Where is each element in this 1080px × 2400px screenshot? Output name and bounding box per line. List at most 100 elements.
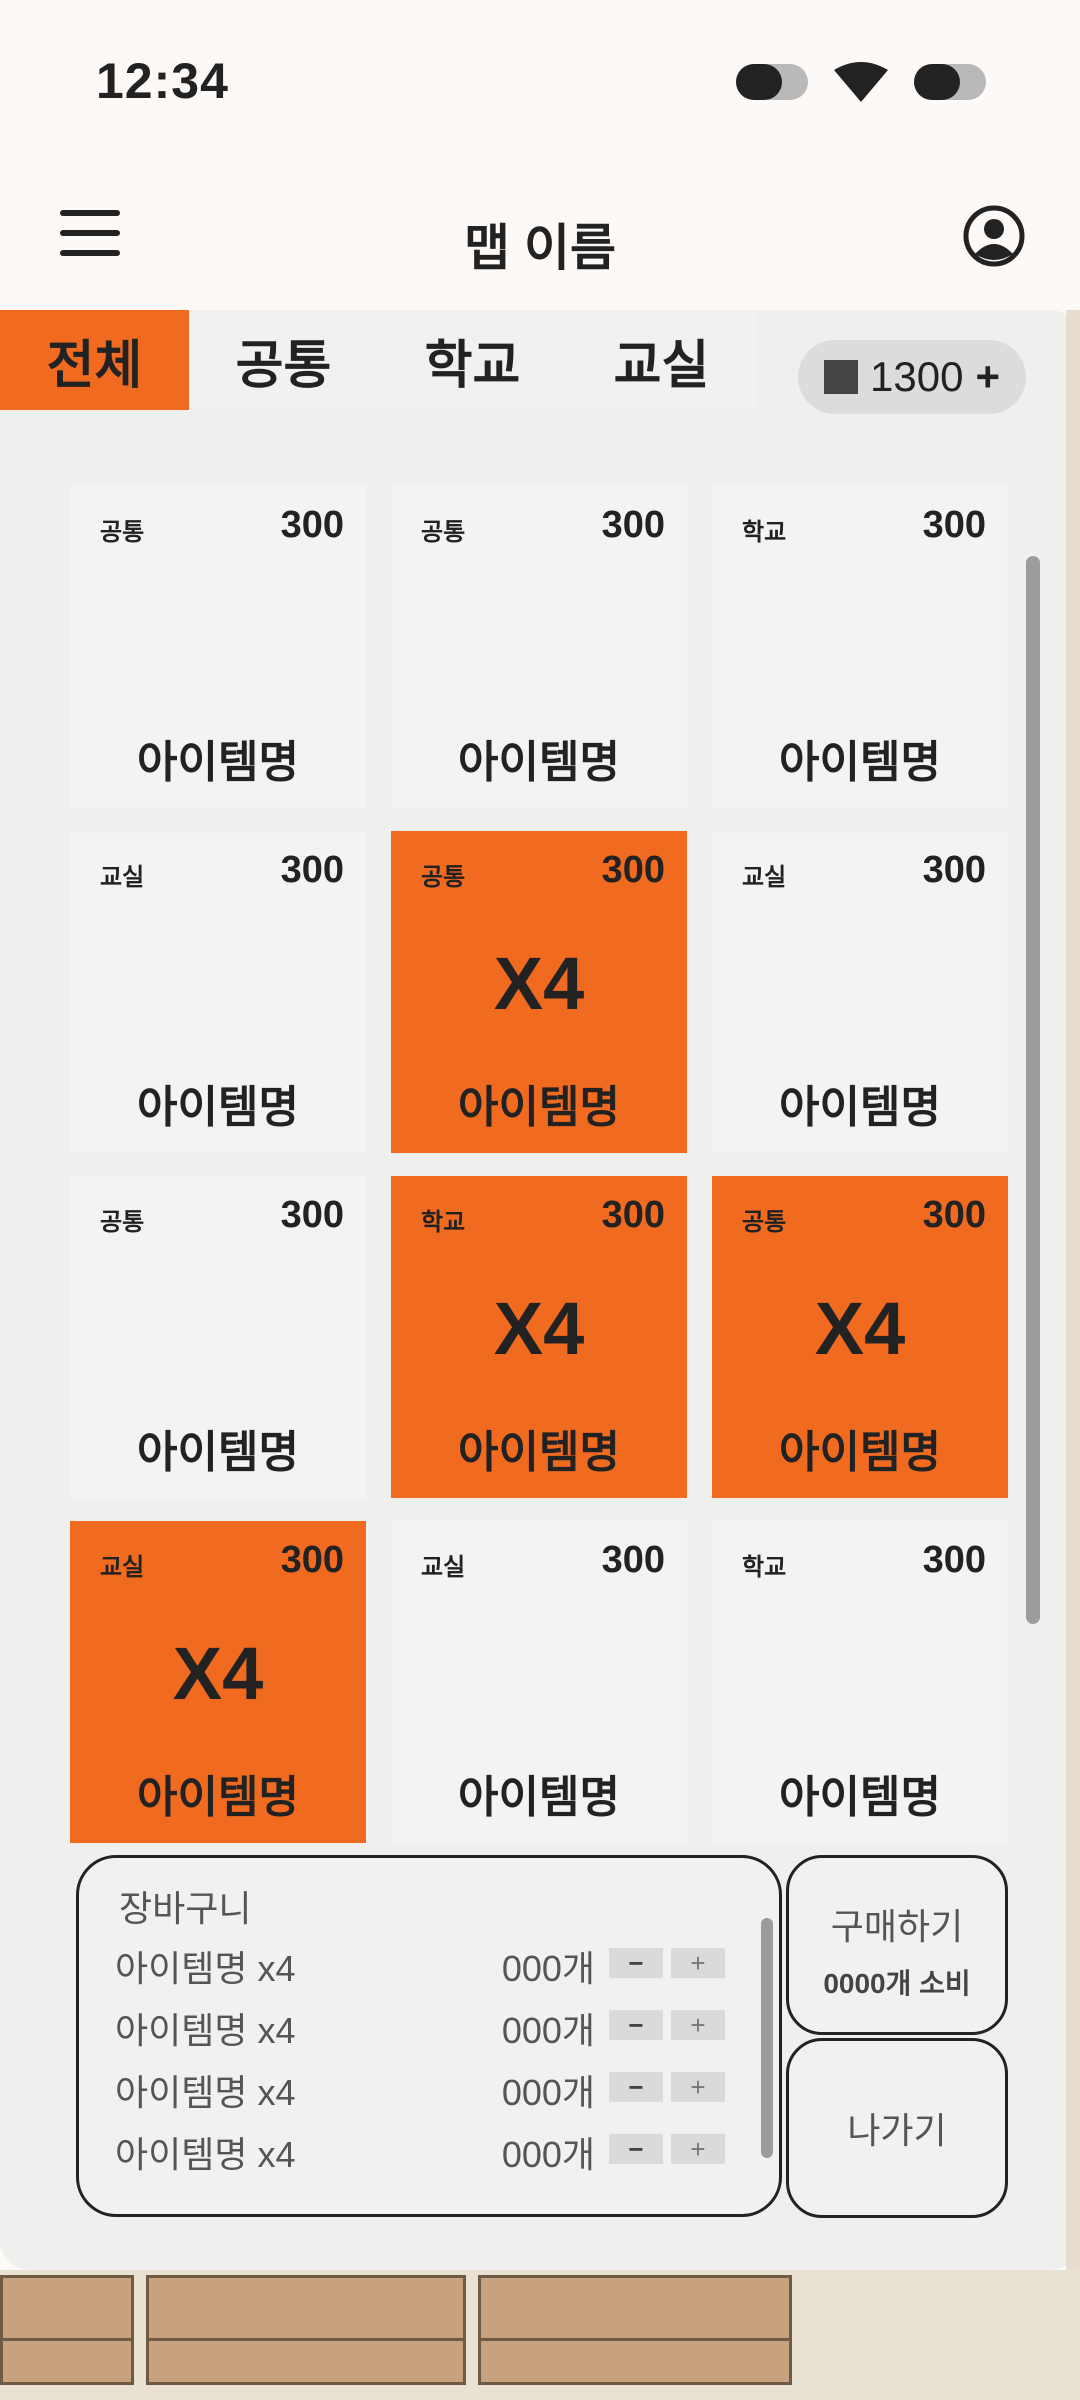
category-tabs: 전체 공통 학교 교실 [0,310,756,410]
item-price: 300 [922,1194,986,1236]
item-name: 아이템명 [137,738,299,787]
item-card[interactable]: 공통 300 아이템명 [70,486,366,808]
battery-toggle-icon [914,64,986,100]
decrease-button[interactable]: − [609,2134,663,2164]
cart-panel: 장바구니 아이템명 x4 000개 − + 아이템명 x4 000개 − + 아… [76,1855,782,2217]
item-card[interactable]: 공통 300 아이템명 [391,486,687,808]
item-category: 교실 [100,864,145,891]
status-bar: 12:34 [0,0,1080,160]
item-category: 교실 [100,1554,145,1581]
item-price: 300 [280,1539,344,1581]
item-name: 아이템명 [779,1773,941,1822]
item-name: 아이템명 [137,1773,299,1822]
tab-classroom[interactable]: 교실 [613,336,710,395]
cart-item-name: 아이템명 x4 [115,2134,296,2175]
cart-item-count: 000개 [501,2010,595,2051]
item-name: 아이템명 [458,738,620,787]
item-card[interactable]: 교실 300 아이템명 [391,1521,687,1843]
purchase-cost: 0000개 소비 [823,1968,971,1999]
item-category: 학교 [742,519,787,546]
item-price: 300 [280,1194,344,1236]
cart-row: 아이템명 x4 000개 − + [115,1936,745,1989]
increase-button[interactable]: + [671,2010,725,2040]
item-price: 300 [922,849,986,891]
item-category: 공통 [421,864,466,891]
cart-scrollbar[interactable] [761,1918,773,2158]
cart-row: 아이템명 x4 000개 − + [115,2060,745,2113]
item-name: 아이템명 [458,1428,620,1477]
item-name: 아이템명 [779,738,941,787]
cart-item-name: 아이템명 x4 [115,2072,296,2113]
item-grid: 공통 300 아이템명 공통 300 아이템명 학교 300 아이템명 교실 300 아이템명 공통 30… [70,486,1008,1843]
item-category: 학교 [742,1554,787,1581]
cart-row: 아이템명 x4 000개 − + [115,1998,745,2051]
menu-icon [60,210,120,216]
toggle-icon [736,64,808,100]
item-quantity: X4 [814,1287,906,1370]
item-category: 교실 [742,864,787,891]
exit-button[interactable]: 나가기 [786,2038,1008,2218]
decrease-button[interactable]: − [609,2010,663,2040]
item-card[interactable]: 교실 300 아이템명 [712,831,1008,1153]
increase-button[interactable]: + [671,2072,725,2102]
add-coins-label: + [975,353,1000,400]
item-category: 공통 [742,1209,787,1236]
decrease-button[interactable]: − [609,2072,663,2102]
cart-title: 장바구니 [119,1888,252,1929]
item-name: 아이템명 [779,1083,941,1132]
cart-row: 아이템명 x4 000개 − + [115,2122,745,2175]
item-card[interactable]: 공통 300 X4 아이템명 [391,831,687,1153]
item-name: 아이템명 [458,1083,620,1132]
item-category: 교실 [421,1554,466,1581]
item-name: 아이템명 [137,1428,299,1477]
item-quantity: X4 [493,1287,585,1370]
cart-item-count: 000개 [501,2134,595,2175]
floor-tile [0,2275,134,2385]
coin-balance[interactable]: 1300 + [798,340,1026,414]
item-card[interactable]: 학교 300 아이템명 [712,1521,1008,1843]
status-icons [736,62,986,102]
item-price: 300 [601,849,665,891]
item-price: 300 [601,1539,665,1581]
item-card[interactable]: 교실 300 아이템명 [70,831,366,1153]
wifi-icon [834,62,888,102]
cart-item-count: 000개 [501,2072,595,2113]
page-title: 맵 이름 [464,220,616,276]
item-price: 300 [280,849,344,891]
item-category: 공통 [100,1209,145,1236]
floor-tile [478,2275,792,2385]
item-price: 300 [922,504,986,546]
item-price: 300 [601,1194,665,1236]
purchase-button[interactable]: 구매하기 0000개 소비 [786,1855,1008,2035]
tab-school[interactable]: 학교 [424,336,521,395]
profile-icon[interactable] [962,204,1026,268]
item-card[interactable]: 공통 300 아이템명 [70,1176,366,1498]
item-category: 공통 [421,519,466,546]
item-card[interactable]: 학교 300 아이템명 [712,486,1008,808]
app-bar: 맵 이름 [0,160,1080,310]
cart-item-name: 아이템명 x4 [115,1948,296,1989]
tab-common[interactable]: 공통 [235,336,332,395]
increase-button[interactable]: + [671,2134,725,2164]
item-name: 아이템명 [779,1428,941,1477]
coin-amount: 1300 [870,353,964,400]
item-card[interactable]: 교실 300 X4 아이템명 [70,1521,366,1843]
floor-tile [146,2275,466,2385]
item-card[interactable]: 학교 300 X4 아이템명 [391,1176,687,1498]
increase-button[interactable]: + [671,1948,725,1978]
item-quantity: X4 [493,942,585,1025]
menu-button[interactable] [60,210,120,256]
item-card[interactable]: 공통 300 X4 아이템명 [712,1176,1008,1498]
tab-all[interactable]: 전체 [0,310,189,410]
item-name: 아이템명 [458,1773,620,1822]
wall-decoration [1066,310,1080,2270]
coin-icon [824,360,859,394]
item-price: 300 [601,504,665,546]
item-price: 300 [280,504,344,546]
status-time: 12:34 [96,53,229,109]
cart-item-name: 아이템명 x4 [115,2010,296,2051]
decrease-button[interactable]: − [609,1948,663,1978]
item-name: 아이템명 [137,1083,299,1132]
item-quantity: X4 [172,1632,264,1715]
grid-scrollbar[interactable] [1026,556,1040,1624]
